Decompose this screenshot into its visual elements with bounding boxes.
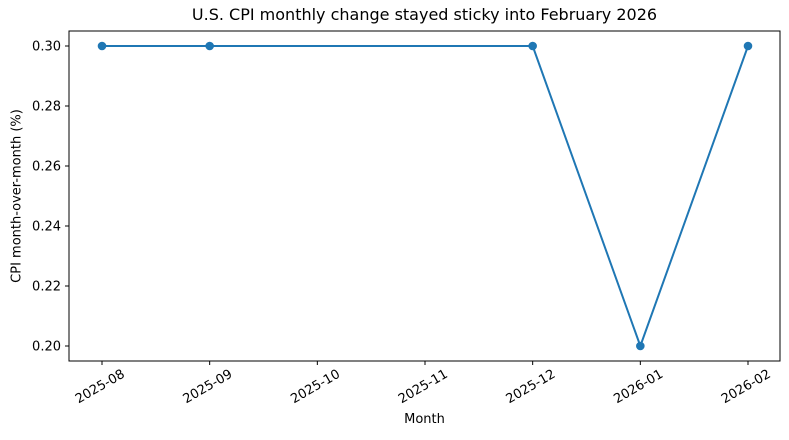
y-tick-label: 0.26 [32,160,61,175]
data-point-marker [528,41,537,51]
axes-spines [68,30,781,362]
y-tick-label: 0.28 [32,100,61,115]
y-tick-label: 0.20 [32,340,61,355]
data-point-marker [636,341,645,351]
cpi-line [101,45,749,347]
x-tick-label: 2026-02 [719,367,774,407]
y-tick-label: 0.22 [32,280,61,295]
x-tick-label: 2026-01 [611,367,666,407]
y-tick-label: 0.24 [32,220,61,235]
x-tick-label: 2025-08 [73,367,128,407]
x-tick-label: 2025-09 [181,367,236,407]
x-tick-label: 2025-10 [288,367,343,407]
x-tick-label: 2025-11 [396,367,451,407]
data-point-marker [97,41,107,51]
x-axis-label: Month [404,412,445,427]
data-point-marker [205,41,214,51]
y-tick-label: 0.30 [32,40,61,55]
chart-title: U.S. CPI monthly change stayed sticky in… [191,5,658,24]
y-axis-label: CPI month-over-month (%) [9,109,25,283]
data-point-marker [743,41,753,51]
x-tick-label: 2025-12 [504,367,559,407]
